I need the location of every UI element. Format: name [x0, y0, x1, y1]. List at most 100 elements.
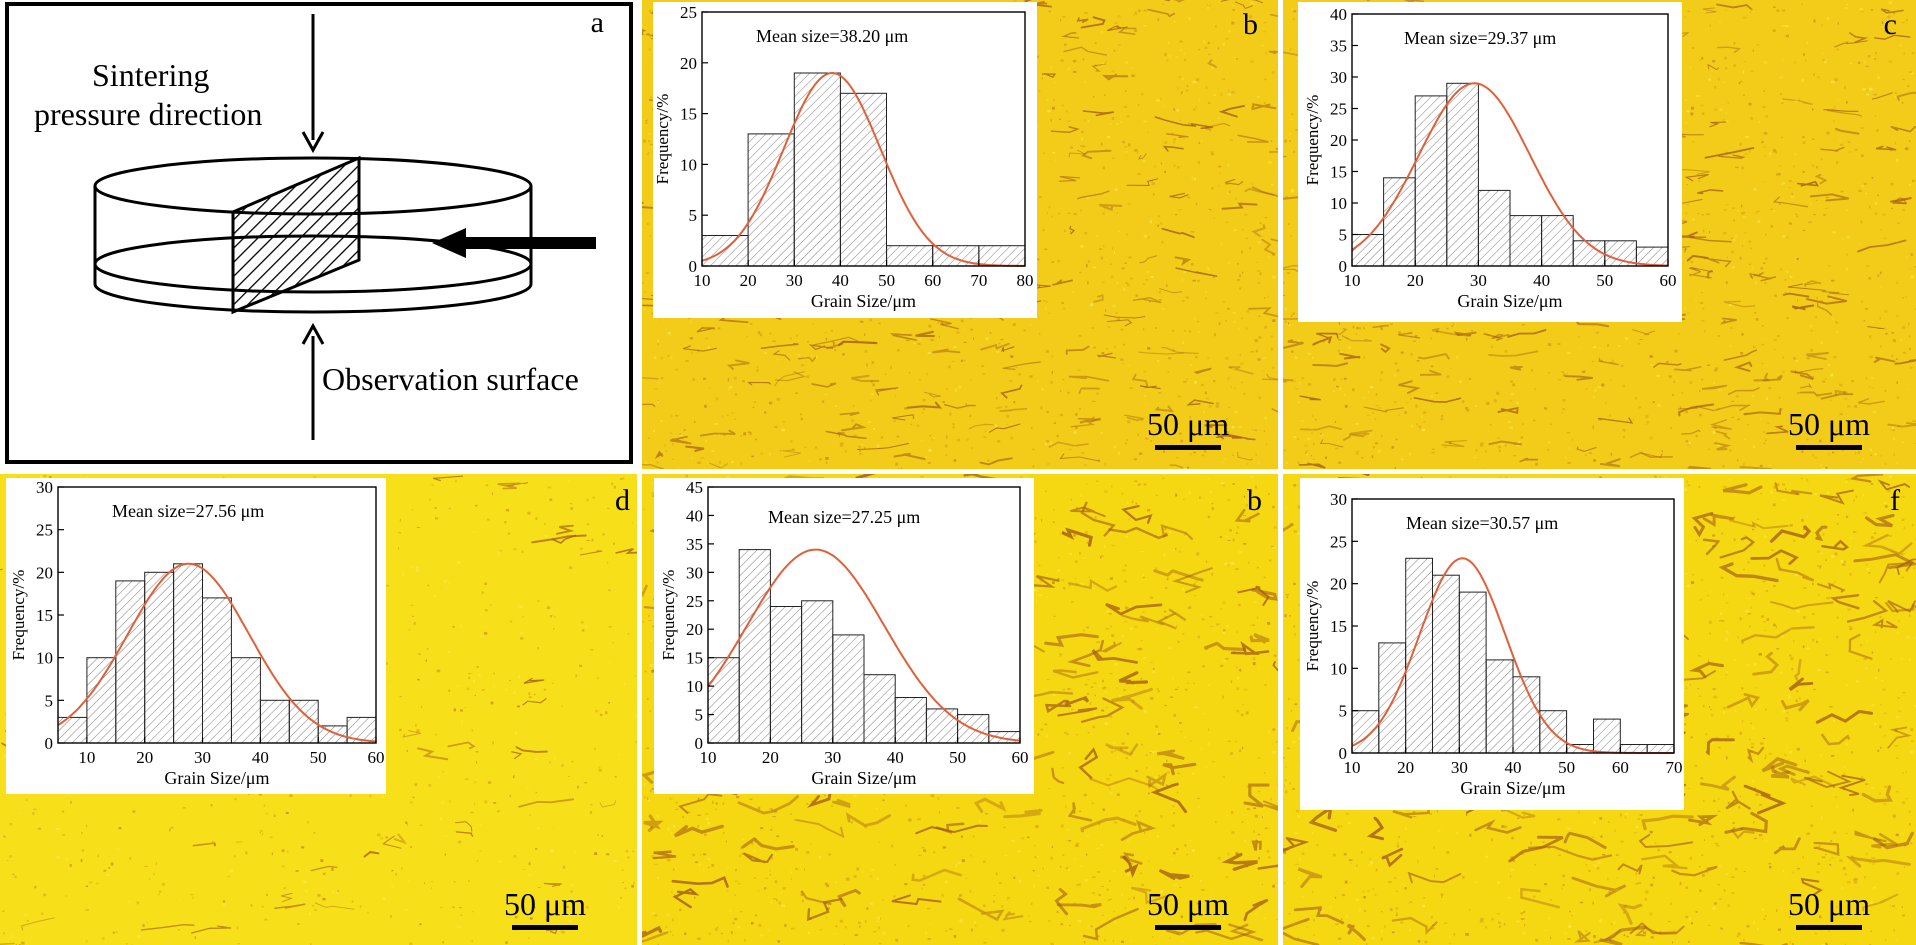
texture-speckle: [645, 272, 650, 274]
grain-boundary: [1169, 464, 1184, 469]
texture-speckle: [576, 785, 580, 789]
texture-speckle: [1207, 742, 1210, 746]
texture-speckle: [1091, 345, 1093, 347]
texture-speckle: [1846, 3, 1849, 6]
texture-speckle: [1308, 352, 1311, 355]
grain-boundary: [1169, 192, 1189, 199]
texture-speckle: [486, 518, 490, 521]
texture-speckle: [1211, 152, 1214, 156]
texture-speckle: [1312, 442, 1315, 446]
texture-speckle: [1052, 509, 1055, 511]
texture-speckle: [1370, 385, 1374, 389]
texture-speckle: [1185, 535, 1189, 538]
texture-speckle: [1006, 414, 1010, 418]
texture-speckle: [1033, 540, 1037, 544]
texture-speckle: [1149, 752, 1152, 754]
texture-speckle: [1096, 480, 1099, 482]
texture-speckle: [1032, 448, 1035, 451]
texture-speckle: [1167, 771, 1170, 774]
texture-speckle: [1452, 322, 1454, 325]
texture-speckle: [670, 930, 672, 933]
grain-boundary: [1688, 236, 1732, 243]
texture-speckle: [1598, 418, 1602, 421]
texture-speckle: [942, 846, 946, 849]
texture-speckle: [1051, 261, 1054, 263]
texture-speckle: [995, 424, 998, 428]
texture-speckle: [1208, 405, 1212, 408]
texture-speckle: [1725, 67, 1728, 70]
texture-speckle: [1150, 275, 1154, 279]
texture-speckle: [1223, 660, 1226, 662]
texture-speckle: [158, 893, 160, 896]
texture-speckle: [210, 804, 213, 807]
texture-speckle: [1913, 266, 1916, 268]
texture-speckle: [1269, 559, 1272, 562]
texture-speckle: [1761, 343, 1764, 346]
texture-speckle: [1198, 48, 1201, 51]
texture-speckle: [443, 580, 447, 583]
texture-speckle: [716, 468, 719, 469]
texture-speckle: [1122, 140, 1125, 144]
texture-speckle: [1180, 48, 1182, 52]
texture-speckle: [1813, 19, 1816, 23]
texture-speckle: [1163, 105, 1165, 107]
texture-speckle: [1618, 345, 1621, 347]
texture-speckle: [682, 838, 684, 841]
texture-speckle: [1125, 155, 1127, 157]
texture-speckle: [1166, 577, 1169, 581]
texture-speckle: [1250, 475, 1254, 479]
texture-speckle: [473, 802, 476, 806]
texture-speckle: [65, 858, 69, 861]
texture-speckle: [644, 783, 646, 786]
texture-speckle: [1004, 854, 1008, 857]
texture-speckle: [1761, 140, 1764, 144]
texture-speckle: [528, 696, 532, 698]
texture-speckle: [457, 926, 461, 928]
texture-speckle: [1871, 387, 1875, 389]
texture-speckle: [1032, 869, 1035, 872]
texture-speckle: [551, 682, 554, 684]
texture-speckle: [1167, 371, 1170, 373]
texture-speckle: [1692, 46, 1694, 49]
texture-speckle: [1186, 466, 1189, 469]
texture-speckle: [1124, 90, 1127, 92]
texture-speckle: [997, 440, 1001, 443]
texture-speckle: [1187, 682, 1190, 684]
texture-speckle: [941, 893, 944, 897]
texture-speckle: [969, 414, 972, 417]
texture-speckle: [692, 378, 695, 381]
texture-speckle: [983, 942, 987, 944]
texture-speckle: [1180, 915, 1183, 919]
texture-speckle: [657, 943, 659, 945]
texture-speckle: [727, 388, 729, 391]
texture-speckle: [1121, 893, 1123, 896]
grain-boundary: [1341, 335, 1372, 342]
texture-speckle: [1808, 221, 1812, 223]
texture-speckle: [1263, 297, 1266, 299]
texture-speckle: [520, 631, 523, 635]
texture-speckle: [1102, 679, 1104, 683]
texture-speckle: [1227, 498, 1231, 502]
texture-speckle: [896, 435, 900, 438]
texture-speckle: [1133, 15, 1135, 17]
texture-speckle: [583, 782, 588, 784]
texture-speckle: [89, 881, 93, 884]
texture-speckle: [579, 547, 583, 550]
texture-speckle: [1896, 462, 1898, 465]
grain-boundary: [1875, 145, 1897, 151]
grain-boundary: [543, 882, 562, 888]
texture-speckle: [1295, 388, 1299, 390]
texture-speckle: [1126, 840, 1130, 842]
texture-speckle: [690, 351, 693, 355]
texture-speckle: [414, 783, 418, 786]
texture-speckle: [1239, 354, 1241, 356]
texture-speckle: [1150, 440, 1152, 442]
texture-speckle: [1188, 491, 1191, 494]
grain-boundary: [1880, 8, 1904, 14]
texture-speckle: [790, 337, 792, 340]
texture-speckle: [1228, 30, 1231, 33]
texture-speckle: [1220, 92, 1223, 96]
texture-speckle: [1712, 431, 1716, 434]
texture-speckle: [466, 687, 470, 690]
texture-speckle: [1896, 193, 1898, 195]
